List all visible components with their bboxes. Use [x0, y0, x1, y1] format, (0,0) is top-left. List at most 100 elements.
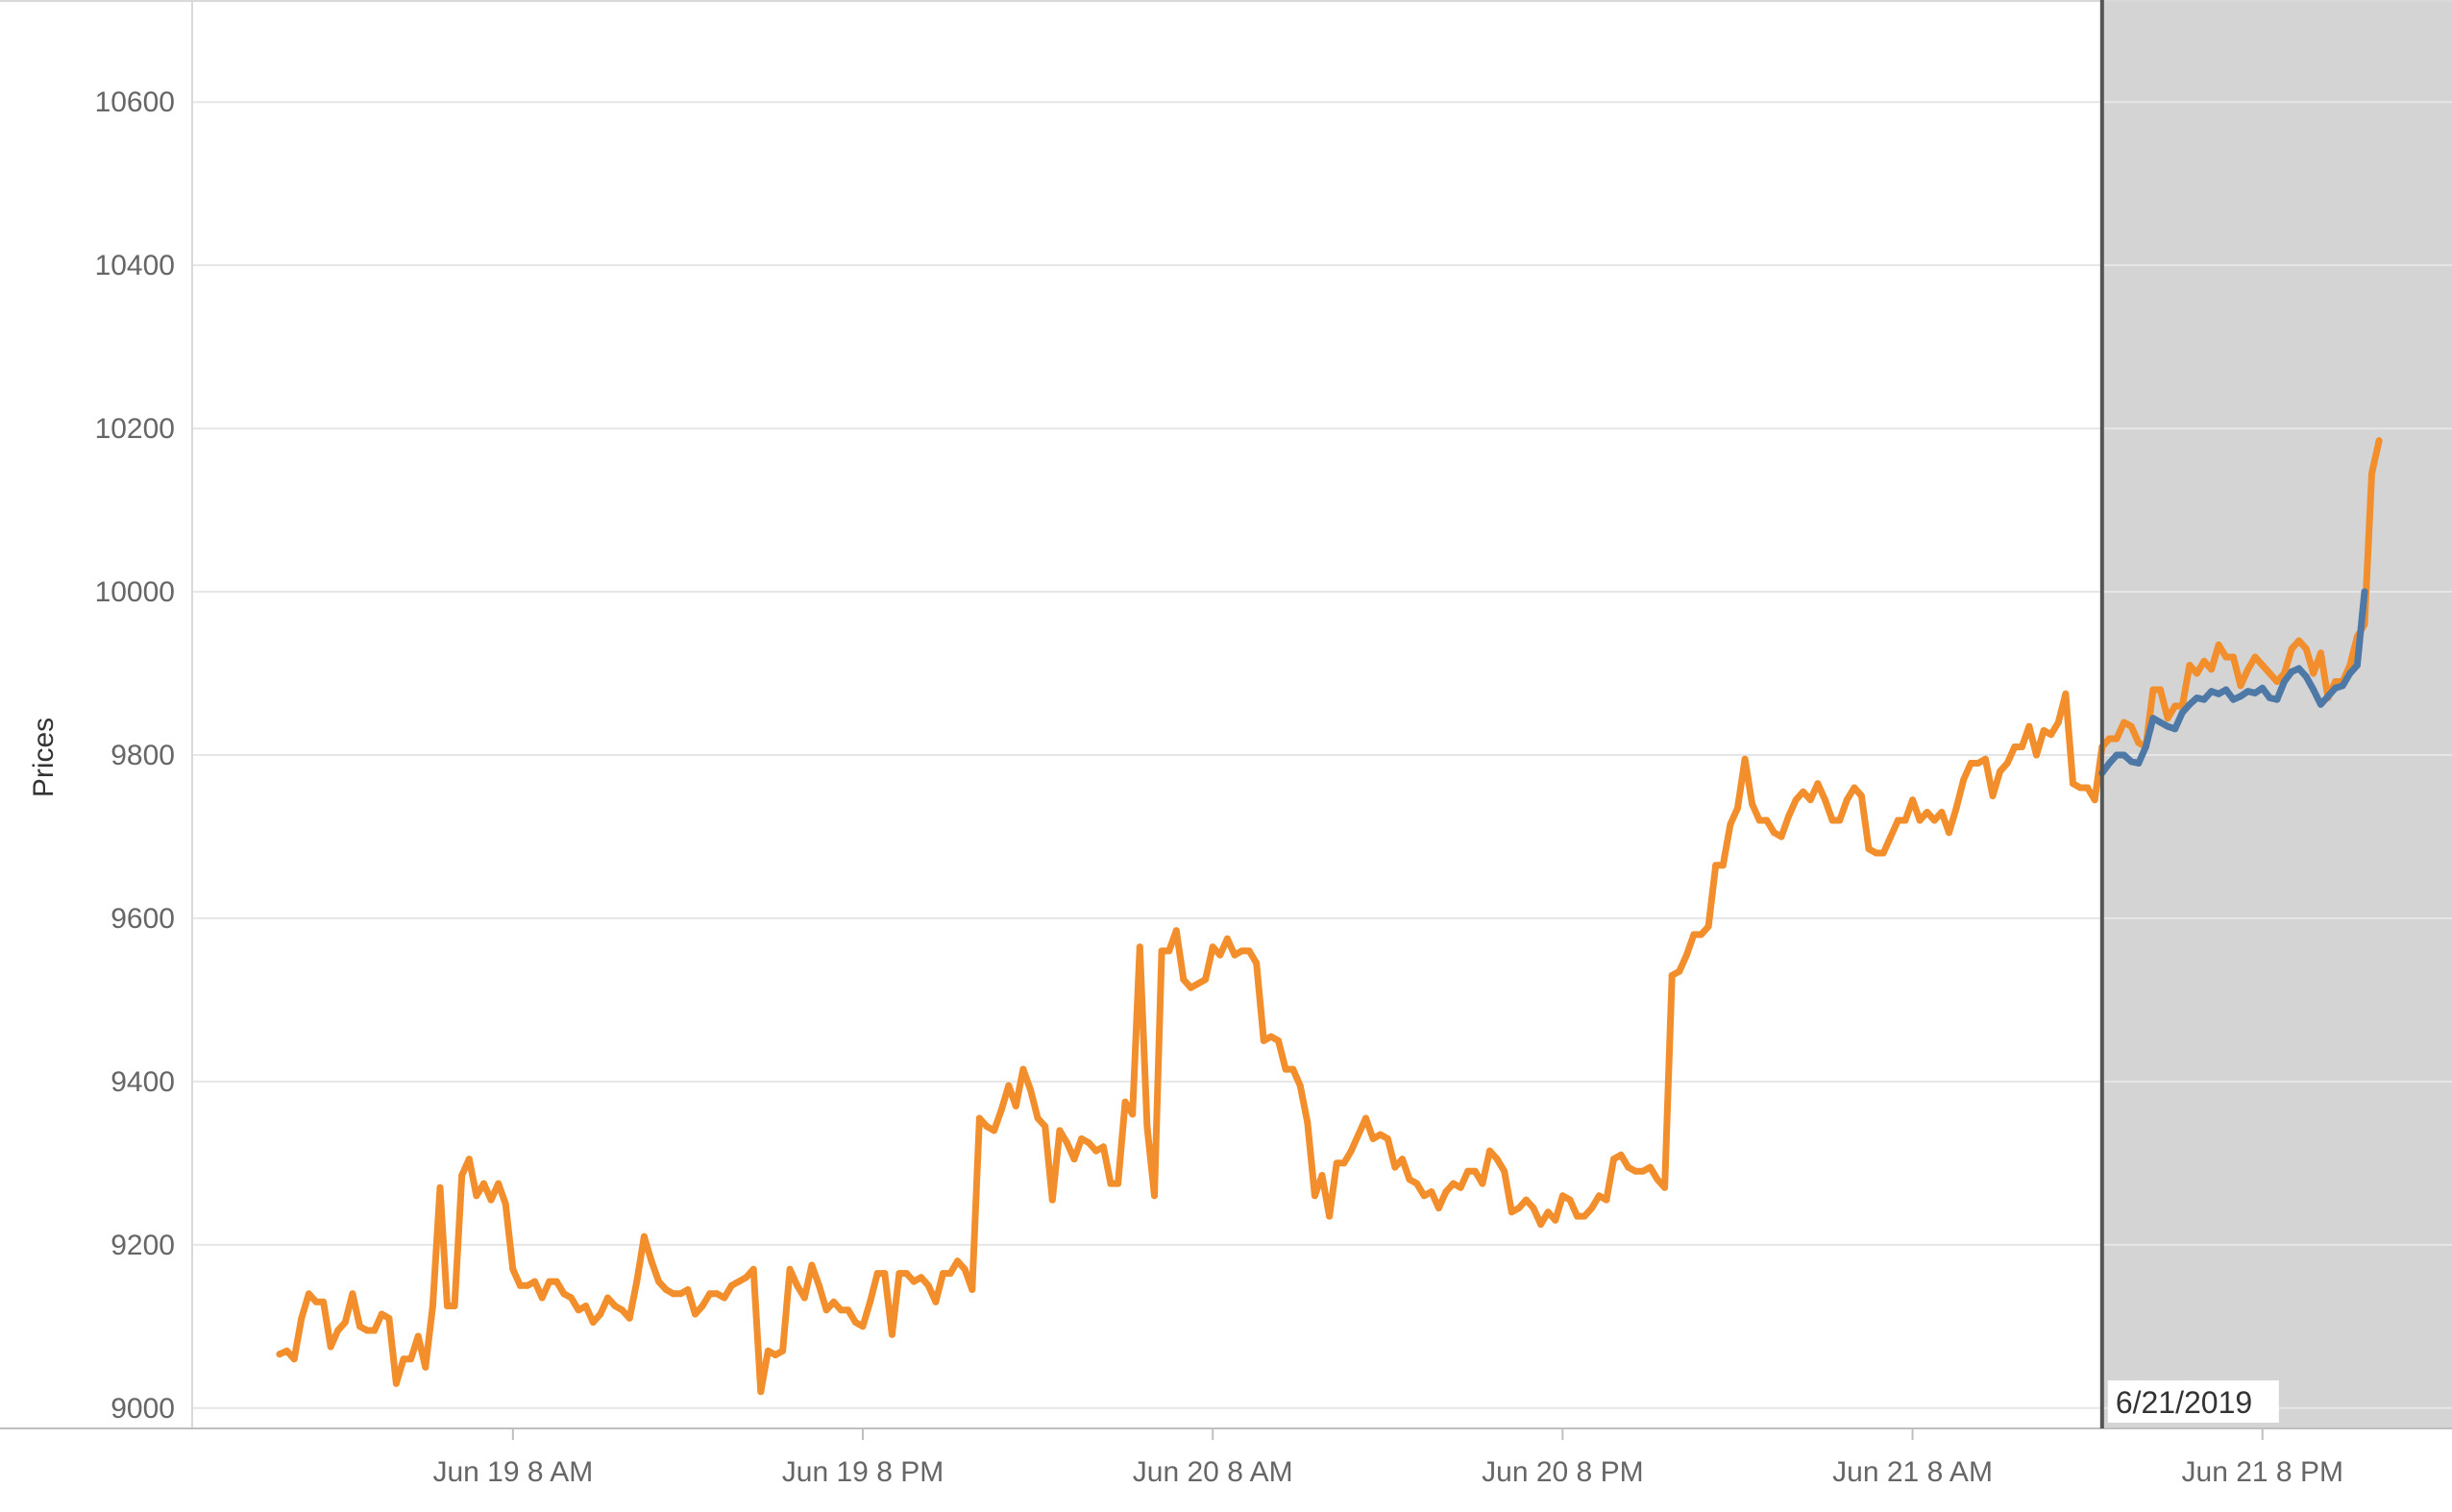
- data-point: [1682, 951, 1690, 959]
- data-point: [1121, 1098, 1129, 1106]
- data-point: [1253, 960, 1261, 967]
- data-point: [1522, 1196, 1530, 1204]
- data-point: [1391, 1163, 1399, 1171]
- data-point: [2157, 686, 2164, 694]
- data-point: [538, 1294, 546, 1302]
- data-point: [1558, 1192, 1566, 1200]
- data-point: [2135, 739, 2143, 746]
- data-point: [1085, 1139, 1092, 1147]
- data-point: [473, 1192, 480, 1200]
- data-point: [1646, 1163, 1654, 1171]
- data-point: [1712, 862, 1720, 869]
- y-tick-label: 10400: [95, 250, 175, 281]
- data-point: [509, 1265, 517, 1273]
- data-point: [1661, 1183, 1669, 1191]
- data-point: [1734, 804, 1741, 812]
- data-point: [2229, 653, 2237, 661]
- data-point: [495, 1180, 503, 1187]
- data-point: [1187, 984, 1194, 991]
- data-point: [1814, 780, 1822, 788]
- data-point: [276, 1351, 283, 1358]
- data-point: [2149, 715, 2157, 722]
- data-point: [816, 1281, 822, 1289]
- data-point: [1442, 1188, 1450, 1196]
- data-point: [1158, 947, 1165, 955]
- data-point: [1946, 829, 1952, 837]
- data-point: [2171, 725, 2179, 733]
- data-point: [1092, 1147, 1100, 1155]
- data-point: [611, 1303, 619, 1309]
- data-point: [2288, 646, 2295, 652]
- data-point: [436, 1183, 444, 1191]
- data-point: [969, 1286, 976, 1293]
- data-point: [1333, 1159, 1340, 1167]
- y-tick-label: 9000: [110, 1393, 175, 1425]
- data-point: [1843, 796, 1851, 804]
- data-point: [2273, 695, 2281, 703]
- data-point: [560, 1290, 568, 1298]
- data-point: [983, 1123, 991, 1131]
- data-point: [1486, 1147, 1493, 1155]
- data-point: [2251, 653, 2259, 661]
- data-point: [2229, 695, 2237, 703]
- data-point: [940, 1270, 946, 1278]
- forecast-band: [2101, 0, 2452, 1428]
- data-point: [1828, 817, 1836, 824]
- data-point: [2113, 735, 2121, 743]
- data-point: [1493, 1156, 1501, 1163]
- data-point: [1231, 951, 1238, 959]
- data-point: [1676, 967, 1683, 975]
- data-point: [2215, 690, 2222, 697]
- data-point: [640, 1232, 648, 1240]
- data-point: [2121, 719, 2128, 726]
- y-axis-title: Prices: [28, 718, 60, 797]
- data-point: [1471, 1167, 1479, 1175]
- data-point: [1698, 931, 1704, 939]
- data-point: [1399, 1156, 1406, 1163]
- data-point: [589, 1319, 597, 1326]
- data-point: [619, 1306, 626, 1314]
- data-point: [1056, 1127, 1064, 1134]
- data-point: [407, 1355, 415, 1363]
- data-point: [2194, 670, 2200, 677]
- data-point: [1544, 1208, 1552, 1216]
- data-point: [1457, 1183, 1464, 1191]
- data-point: [1012, 1102, 1019, 1110]
- data-point: [1938, 809, 1946, 816]
- data-point: [2302, 646, 2310, 652]
- data-point: [1223, 935, 1231, 942]
- data-point: [1806, 796, 1814, 804]
- data-point: [873, 1270, 881, 1278]
- data-point: [932, 1298, 940, 1305]
- data-point: [888, 1330, 895, 1338]
- data-point: [735, 1278, 743, 1285]
- data-point: [1260, 1036, 1267, 1044]
- data-point: [1107, 1180, 1115, 1187]
- data-point: [1289, 1065, 1297, 1073]
- data-point: [334, 1327, 342, 1334]
- data-point: [1209, 943, 1216, 951]
- data-point: [2164, 722, 2171, 730]
- data-point: [2281, 678, 2288, 685]
- data-point: [1406, 1176, 1413, 1183]
- data-point: [648, 1257, 655, 1265]
- data-point: [1792, 796, 1800, 804]
- data-point: [1785, 813, 1793, 820]
- data-point: [1048, 1196, 1056, 1204]
- data-point: [692, 1310, 699, 1318]
- data-point: [1894, 817, 1901, 824]
- data-point: [465, 1156, 473, 1163]
- data-point: [1275, 1036, 1282, 1044]
- data-point: [2208, 666, 2216, 673]
- data-point: [1450, 1180, 1458, 1187]
- data-point: [2194, 695, 2200, 701]
- data-point: [1603, 1196, 1610, 1204]
- data-point: [2317, 700, 2324, 708]
- data-point: [2025, 722, 2033, 730]
- data-point: [1428, 1188, 1435, 1196]
- data-point: [2222, 686, 2230, 694]
- data-point: [1924, 809, 1931, 816]
- data-point: [1654, 1176, 1661, 1183]
- data-point: [1610, 1156, 1617, 1163]
- data-point: [1143, 1123, 1151, 1131]
